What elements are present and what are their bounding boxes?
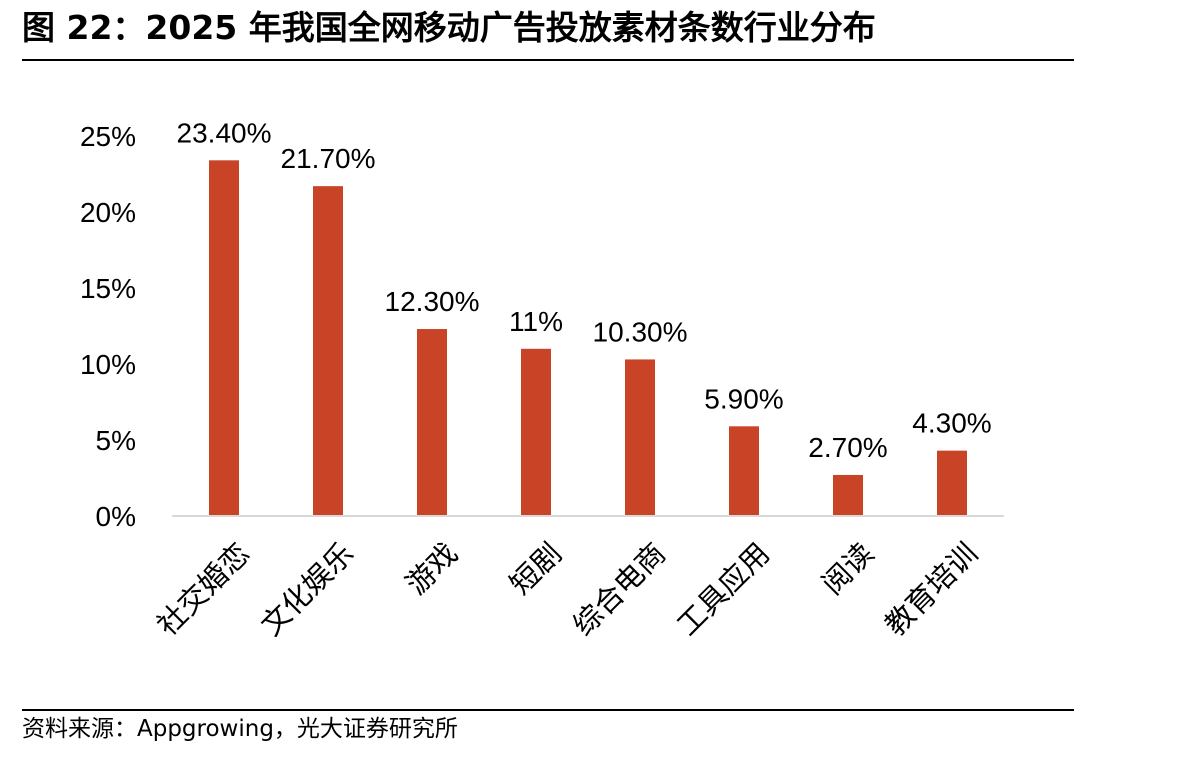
data-label: 4.30% bbox=[912, 408, 991, 439]
data-label: 10.30% bbox=[593, 316, 688, 347]
y-tick-label: 25% bbox=[80, 121, 136, 152]
category-label: 社交婚恋 bbox=[150, 536, 256, 642]
category-label: 短剧 bbox=[503, 536, 568, 601]
category-label: 教育培训 bbox=[878, 536, 984, 642]
y-tick-label: 5% bbox=[96, 425, 136, 456]
data-label: 11% bbox=[509, 306, 563, 337]
category-label: 工具应用 bbox=[670, 536, 776, 642]
source-divider bbox=[22, 709, 1074, 711]
bar bbox=[937, 450, 967, 516]
bar bbox=[833, 474, 863, 516]
y-tick-label: 0% bbox=[96, 501, 136, 532]
data-label: 2.70% bbox=[808, 432, 887, 463]
y-tick-label: 20% bbox=[80, 197, 136, 228]
y-tick-label: 15% bbox=[80, 273, 136, 304]
figure-title: 图 22：2025 年我国全网移动广告投放素材条数行业分布 bbox=[22, 8, 876, 47]
category-label: 游戏 bbox=[399, 536, 464, 601]
data-label: 5.90% bbox=[704, 383, 783, 414]
bar bbox=[313, 186, 343, 516]
bar-series bbox=[209, 160, 967, 516]
data-label: 21.70% bbox=[281, 143, 376, 174]
bar bbox=[209, 160, 239, 516]
category-label: 综合电商 bbox=[566, 536, 672, 642]
bar bbox=[729, 426, 759, 516]
category-label: 阅读 bbox=[815, 536, 880, 601]
data-label: 12.30% bbox=[385, 286, 480, 317]
bar bbox=[521, 348, 551, 516]
bar bbox=[417, 329, 447, 516]
data-label: 23.40% bbox=[177, 117, 272, 148]
y-axis-ticks: 0% 5% 10% 15% 20% 25% bbox=[80, 121, 136, 532]
data-labels: 23.40% 21.70% 12.30% 11% 10.30% 5.90% 2.70% 4.3… bbox=[177, 117, 992, 463]
bar bbox=[625, 359, 655, 516]
source-note: 资料来源：Appgrowing，光大证券研究所 bbox=[22, 716, 458, 742]
title-divider bbox=[22, 59, 1074, 61]
category-label: 文化娱乐 bbox=[254, 536, 360, 642]
y-tick-label: 10% bbox=[80, 349, 136, 380]
